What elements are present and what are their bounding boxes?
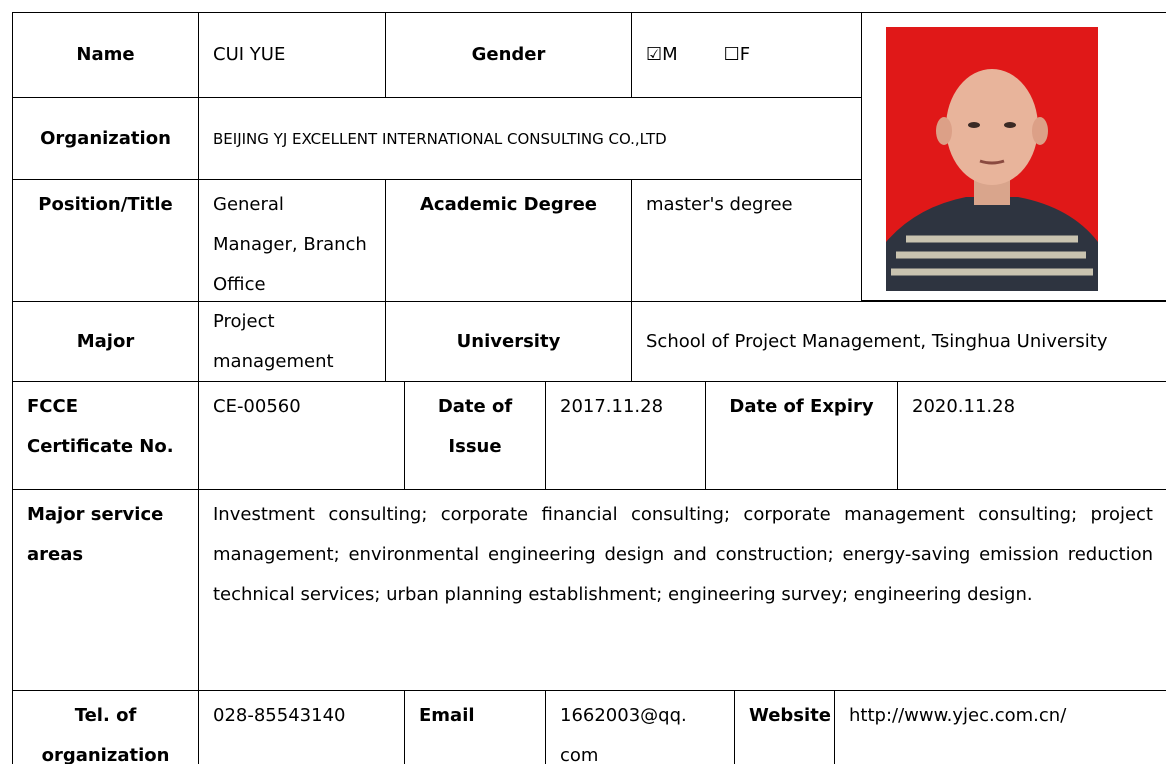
cell-text: 2017.11.28 [560,396,664,417]
table-cell: http://www.yjec.com.cn/ [834,690,1166,764]
cell-text: BEIJING YJ EXCELLENT INTERNATIONAL CONSU… [213,129,667,148]
cell-content: Date of Expiry [720,387,883,427]
cell-text: Tel. of organization [41,705,170,764]
cell-content: Email [419,696,531,736]
cell-text: Date of Issue [437,396,513,457]
table-cell: ☑M ☐F [631,12,862,98]
cell-content: Date of Issue [419,387,531,467]
cell-content: Major service areas [27,495,184,575]
table-cell: Date of Expiry [705,381,898,490]
cell-content: Name [27,35,184,75]
cell-content: University [400,322,617,362]
table-cell: CE-00560 [198,381,405,490]
table-cell: School of Project Management, Tsinghua U… [631,301,1166,382]
cell-text: CUI YUE [213,44,286,65]
cell-text: FCCE Certificate No. [27,396,174,457]
cell-text: University [456,330,561,352]
cell-text: master's degree [646,194,793,215]
cell-text: Academic Degree [419,194,598,215]
cell-content: master's degree [646,185,847,225]
cell-content: Project management [213,302,371,382]
cell-content: 2020.11.28 [912,387,1153,427]
photo [886,27,1098,291]
cell-content: Investment consulting; corporate financi… [213,495,1153,615]
cell-content: Website [749,696,831,736]
table-cell: 2020.11.28 [897,381,1166,490]
cell-content: General Manager, Branch Office [213,185,371,305]
cell-text: CE-00560 [213,396,301,417]
table-cell: 2017.11.28 [545,381,706,490]
cell-content: Gender [400,35,617,75]
cell-content: CUI YUE [213,35,371,75]
table-cell: Major service areas [12,489,199,691]
table-cell: General Manager, Branch Office [198,179,386,302]
table-cell: CUI YUE [198,12,386,98]
cell-content: 028-85543140 [213,696,390,736]
cell-content: Tel. of organization [27,696,184,764]
table-cell: Academic Degree [385,179,632,302]
table-cell: FCCE Certificate No. [12,381,199,490]
cell-text: Organization [40,127,171,149]
cell-content: FCCE Certificate No. [27,387,184,467]
table-cell: Website [734,690,835,764]
table-cell: University [385,301,632,382]
table-cell: Project management [198,301,386,382]
cell-text: Email [419,705,475,726]
table-cell: Tel. of organization [12,690,199,764]
cell-text: Date of Expiry [729,396,874,417]
table-cell: 028-85543140 [198,690,405,764]
cell-text: http://www.yjec.com.cn/ [849,705,1067,726]
cell-text: Major [76,330,135,352]
table-cell: Name [12,12,199,98]
cell-text: 2020.11.28 [912,396,1016,417]
cell-content: 1662003@qq.com [560,696,694,764]
table-cell: Organization [12,97,199,180]
checkbox-option: ☐F [723,44,751,65]
table-cell: Major [12,301,199,382]
cell-text: School of Project Management, Tsinghua U… [646,330,1108,352]
cell-text: Website [749,705,832,726]
cell-text: Position/Title [38,194,173,215]
cell-text: 1662003@qq.com [560,705,687,764]
cell-content: 2017.11.28 [560,387,691,427]
table-cell: Position/Title [12,179,199,302]
cell-content: Academic Degree [400,185,617,225]
table-cell: BEIJING YJ EXCELLENT INTERNATIONAL CONSU… [198,97,862,180]
cell-text: Name [76,44,135,65]
cell-content: Major [27,322,184,362]
cell-text: Investment consulting; corporate financi… [213,504,1153,605]
table-cell: Gender [385,12,632,98]
table-cell: master's degree [631,179,862,302]
cell-content: School of Project Management, Tsinghua U… [646,322,1153,362]
cell-text: General Manager, Branch Office [213,194,367,295]
table-cell: Email [404,690,546,764]
cell-text: Major service areas [27,504,164,565]
cell-content: BEIJING YJ EXCELLENT INTERNATIONAL CONSU… [213,119,847,159]
table-cell: Investment consulting; corporate financi… [198,489,1166,691]
table-cell: Date of Issue [404,381,546,490]
cell-content: Position/Title [27,185,184,225]
cell-text: Project management [213,310,334,372]
checkbox-option: ☑M [646,44,678,65]
cell-content: Organization [27,119,184,159]
cell-content: CE-00560 [213,387,390,427]
cell-content: ☑M ☐F [646,35,847,75]
table-cell: 1662003@qq.com [545,690,735,764]
cell-content: http://www.yjec.com.cn/ [849,696,1153,736]
cell-text: Gender [471,44,546,65]
cell-text: 028-85543140 [213,705,346,726]
photo-cell [861,12,1166,301]
